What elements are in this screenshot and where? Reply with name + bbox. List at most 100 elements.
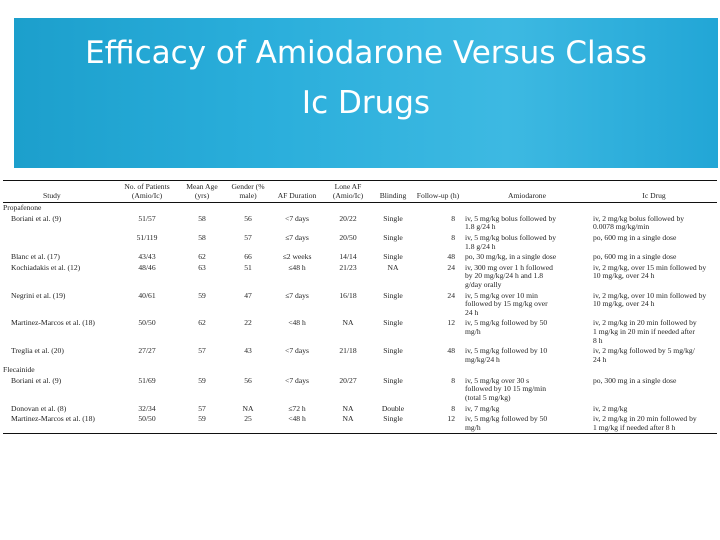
patients-cell: 32/34 [138, 403, 156, 413]
mean-age-cell: 59 [198, 290, 206, 300]
ic-drug-dose-cell: po, 600 mg in a single dose [591, 233, 717, 252]
mean-age-cell: 57 [198, 403, 206, 413]
follow-up-cell: 24 [447, 262, 455, 272]
table-group-row: Flecainide [3, 365, 717, 376]
dose-line: 24 h [465, 307, 479, 317]
title-banner [14, 18, 718, 168]
table-group-row: Propafenone [3, 203, 717, 214]
patients-cell: 27/27 [138, 346, 156, 356]
follow-up-cell: 8 [451, 213, 455, 223]
dose-line: mg/h [465, 326, 481, 336]
table-body: Propafenone Boriani et al. (9) 51/57 58 56 <7… [3, 203, 717, 435]
header-mean-age: Mean Age (yrs) [179, 180, 225, 204]
amiodarone-dose-cell: iv, 5 mg/kg bolus followed by 1.8 g/24 h [463, 214, 591, 233]
af-duration-cell: ≤48 h [288, 262, 306, 272]
follow-up-cell: 12 [447, 318, 455, 328]
table-header-row: Study No. of Patients (Amio/Ic) Mean Age… [3, 180, 717, 204]
study-cell: Negrini et al. (19) [11, 290, 66, 300]
ic-drug-dose-cell: iv, 2 mg/kg in 20 min followed by 1 mg/kg… [591, 318, 717, 346]
table-row: Treglia et al. (20) 27/27 57 43 <7 days 21/18… [3, 346, 717, 365]
study-cell: Boriani et al. (9) [11, 213, 62, 223]
ic-drug-dose-cell: iv, 2 mg/kg in 20 min followed by 1 mg/kg… [591, 414, 717, 435]
blinding-cell: Single [383, 290, 403, 300]
dose-line: po, 600 mg in a single dose [593, 252, 677, 262]
study-cell [3, 233, 115, 252]
dose-line: 1.8 g/24 h [465, 241, 496, 251]
dose-line: by 20 mg/kg/24 h and 1.8 [465, 271, 544, 281]
amiodarone-dose-cell: iv, 5 mg/kg followed by 50 mg/h [463, 318, 591, 346]
lone-af-cell: 14/14 [339, 252, 357, 262]
af-duration-cell: ≤72 h [288, 403, 306, 413]
dose-line: iv, 2 mg/kg, over 15 min followed by [593, 262, 707, 272]
ic-drug-dose-cell: po, 600 mg in a single dose [591, 252, 717, 263]
gender-cell: 51 [244, 262, 252, 272]
patients-cell: 51/69 [138, 375, 156, 385]
table-row: Martinez-Marcos et al. (18) 50/50 59 25 <48 … [3, 414, 717, 435]
dose-line: 8 h [593, 335, 603, 345]
dose-line: iv, 5 mg/kg bolus followed by [465, 213, 557, 223]
study-cell: Kochiadakis et al. (12) [11, 262, 81, 272]
gender-cell: 22 [244, 318, 252, 328]
amiodarone-dose-cell: iv, 5 mg/kg bolus followed by 1.8 g/24 h [463, 233, 591, 252]
header-gender: Gender (% male) [225, 180, 271, 204]
table-row: Blanc et al. (17) 43/43 62 66 ≤2 weeks 14/14 S… [3, 252, 717, 263]
dose-line: iv, 2 mg/kg [593, 403, 628, 413]
mean-age-cell: 59 [179, 414, 225, 435]
study-cell: Treglia et al. (20) [11, 346, 64, 356]
lone-af-cell: 20/22 [339, 213, 357, 223]
dose-line: iv, 2 mg/kg, over 10 min followed by [593, 290, 707, 300]
gender-cell: 56 [244, 375, 252, 385]
dose-line: iv, 2 mg/kg in 20 min followed by [593, 318, 697, 328]
lone-af-cell: 21/23 [339, 262, 357, 272]
patients-cell: 50/50 [138, 318, 156, 328]
dose-line: 1.8 g/24 h [465, 222, 496, 232]
amiodarone-dose-cell: iv, 7 mg/kg [463, 404, 591, 415]
amiodarone-dose-cell: iv, 5 mg/kg over 30 s followed by 10 15 m… [463, 376, 591, 404]
gender-cell: 47 [244, 290, 252, 300]
af-duration-cell: <7 days [285, 375, 309, 385]
blinding-cell: Single [383, 232, 403, 242]
follow-up-cell: 8 [451, 403, 455, 413]
lone-af-cell: 21/18 [339, 346, 357, 356]
af-duration-cell: <7 days [285, 346, 309, 356]
drug-group-label: Flecainide [3, 365, 35, 375]
mean-age-cell: 62 [198, 252, 206, 262]
header-patients: No. of Patients (Amio/Ic) [115, 180, 179, 204]
dose-line: mg/h [465, 422, 481, 432]
lone-af-cell: NA [342, 318, 354, 328]
mean-age-cell: 63 [198, 262, 206, 272]
gender-cell: 66 [244, 252, 252, 262]
header-lone-af: Lone AF (Amio/Ic) [323, 180, 373, 204]
drug-group-label: Propafenone [3, 203, 42, 213]
ic-drug-dose-cell: po, 300 mg in a single dose [591, 376, 717, 404]
lone-af-cell: 20/50 [339, 232, 357, 242]
patients-cell: 51/119 [136, 232, 158, 242]
dose-line: po, 600 mg in a single dose [593, 232, 677, 242]
blinding-cell: Double [381, 403, 405, 413]
mean-age-cell: 58 [198, 232, 206, 242]
af-duration-cell: <48 h [271, 414, 323, 435]
follow-up-cell: 8 [451, 375, 455, 385]
gender-cell: NA [242, 403, 254, 413]
dose-line: 0.0078 mg/kg/min [593, 222, 650, 232]
dose-line: (total 5 mg/kg) [465, 393, 511, 403]
af-duration-cell: ≤7 days [285, 232, 309, 242]
amiodarone-dose-cell: iv, 300 mg over 1 h followed by 20 mg/kg/… [463, 263, 591, 291]
dose-line: iv, 2 mg/kg in 20 min followed by [593, 414, 697, 424]
blinding-cell: Single [383, 252, 403, 262]
slide-title: Efficacy of Amiodarone Versus Class Ic D… [14, 28, 718, 128]
ic-drug-dose-cell: iv, 2 mg/kg, over 10 min followed by 10 m… [591, 291, 717, 319]
af-duration-cell: ≤7 days [285, 290, 309, 300]
efficacy-table-container: Study No. of Patients (Amio/Ic) Mean Age… [3, 180, 717, 472]
patients-cell: 43/43 [138, 252, 156, 262]
patients-cell: 48/46 [138, 262, 156, 272]
study-cell: Martinez-Marcos et al. (18) [11, 318, 95, 328]
study-cell: Martinez-Marcos et al. (18) [3, 414, 115, 435]
dose-line: iv, 300 mg over 1 h followed [465, 262, 553, 272]
gender-cell: 25 [225, 414, 271, 435]
dose-line: g/day orally [465, 279, 502, 289]
dose-line: mg/kg/24 h [465, 354, 500, 364]
dose-line: iv, 5 mg/kg followed by 10 [465, 346, 548, 356]
header-blinding: Blinding [373, 180, 413, 204]
gender-cell: 43 [244, 346, 252, 356]
